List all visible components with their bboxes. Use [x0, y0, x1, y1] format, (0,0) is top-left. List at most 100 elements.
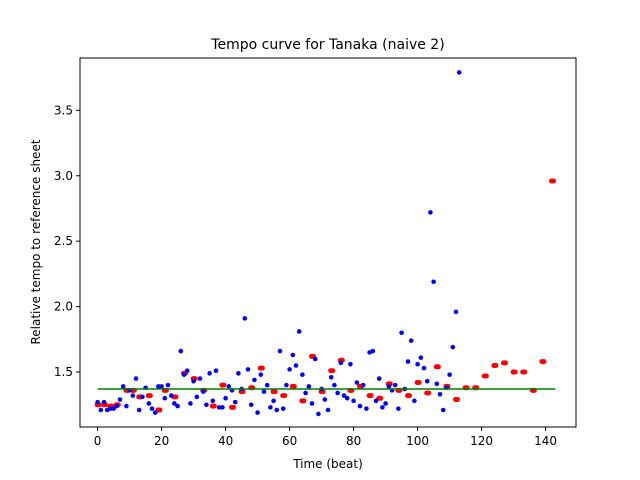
red-point	[501, 360, 508, 366]
blue-point	[344, 395, 350, 401]
x-tick-label: 140	[534, 434, 557, 448]
blue-point	[351, 398, 356, 404]
blue-point	[111, 406, 116, 411]
blue-point	[140, 394, 145, 400]
blue-point	[325, 407, 331, 413]
blue-point	[274, 407, 280, 413]
blue-point	[130, 393, 136, 398]
blue-point	[437, 391, 443, 397]
blue-point	[181, 372, 187, 377]
x-tick-label: 40	[218, 434, 233, 448]
red-point	[366, 393, 374, 399]
red-point	[219, 382, 227, 388]
red-point	[424, 390, 432, 396]
blue-point	[124, 403, 129, 409]
red-point	[280, 393, 288, 399]
red-point	[414, 380, 422, 386]
red-point	[405, 393, 412, 399]
x-tick-label: 0	[94, 434, 102, 448]
blue-point	[405, 359, 411, 364]
red-point	[491, 363, 499, 368]
blue-point	[136, 407, 142, 413]
blue-point	[108, 406, 113, 411]
blue-point	[261, 389, 267, 394]
chart-title: Tempo curve for Tanaka (naive 2)	[210, 37, 444, 53]
blue-point	[450, 344, 456, 350]
blue-point	[210, 398, 216, 404]
blue-point	[172, 401, 177, 406]
blue-point	[431, 279, 436, 285]
blue-point	[117, 397, 123, 402]
blue-point	[341, 393, 347, 398]
blue-point	[290, 352, 296, 358]
blue-point	[424, 378, 430, 384]
blue-point	[95, 399, 100, 405]
blue-point	[271, 398, 276, 404]
red-point	[539, 359, 547, 365]
blue-point	[354, 380, 360, 385]
blue-point	[120, 384, 126, 389]
blue-point	[284, 382, 289, 388]
blue-point	[418, 355, 424, 360]
blue-point	[421, 365, 427, 371]
x-tick-label: 100	[406, 434, 429, 448]
blue-point	[223, 395, 228, 401]
plot-frame	[79, 57, 577, 428]
blue-point	[456, 70, 462, 75]
blue-point	[197, 376, 203, 381]
blue-point	[188, 401, 193, 406]
red-point	[520, 369, 528, 375]
blue-point	[207, 371, 212, 376]
blue-point	[383, 401, 388, 406]
blue-point	[264, 382, 270, 388]
red-point	[155, 407, 163, 413]
blue-point	[296, 329, 302, 334]
y-tick-label: 2.0	[54, 300, 73, 314]
blue-point	[415, 361, 420, 367]
blue-point	[114, 403, 120, 409]
blue-point	[101, 399, 107, 405]
blue-point	[191, 378, 196, 384]
blue-point	[245, 367, 251, 372]
blue-point	[373, 398, 379, 404]
blue-point	[162, 395, 168, 401]
blue-point	[440, 407, 446, 413]
blue-point	[386, 384, 392, 389]
red-point	[376, 395, 384, 401]
blue-point	[434, 381, 440, 387]
blue-point	[159, 384, 164, 389]
blue-point	[178, 348, 184, 354]
blue-point	[328, 374, 334, 380]
blue-point	[133, 376, 139, 381]
blue-point	[309, 401, 315, 406]
blue-point	[194, 394, 200, 400]
red-point	[299, 398, 307, 404]
red-point	[433, 364, 441, 370]
x-axis-label: Time (beat)	[292, 457, 363, 471]
x-tick-label: 80	[346, 434, 361, 448]
blue-point	[287, 367, 292, 372]
x-axis: 0 20 40 60 80 100 120 140	[94, 427, 557, 448]
blue-point	[236, 371, 241, 376]
blue-point	[252, 377, 257, 383]
blue-point	[258, 372, 264, 377]
blue-point	[152, 410, 158, 415]
blue-point	[156, 384, 161, 389]
red-point	[270, 389, 278, 395]
blue-point	[280, 406, 286, 411]
red-point	[453, 397, 460, 403]
blue-point	[242, 316, 248, 321]
blue-point	[338, 360, 344, 366]
blue-point	[300, 372, 305, 377]
blue-point	[255, 410, 260, 415]
blue-point	[303, 390, 308, 396]
y-tick-label: 1.5	[54, 365, 73, 379]
blue-point	[204, 402, 209, 408]
x-tick-label: 60	[282, 434, 297, 448]
red-point	[145, 393, 153, 399]
blue-point	[248, 402, 254, 408]
blue-point	[200, 389, 206, 394]
red-point	[209, 403, 217, 409]
